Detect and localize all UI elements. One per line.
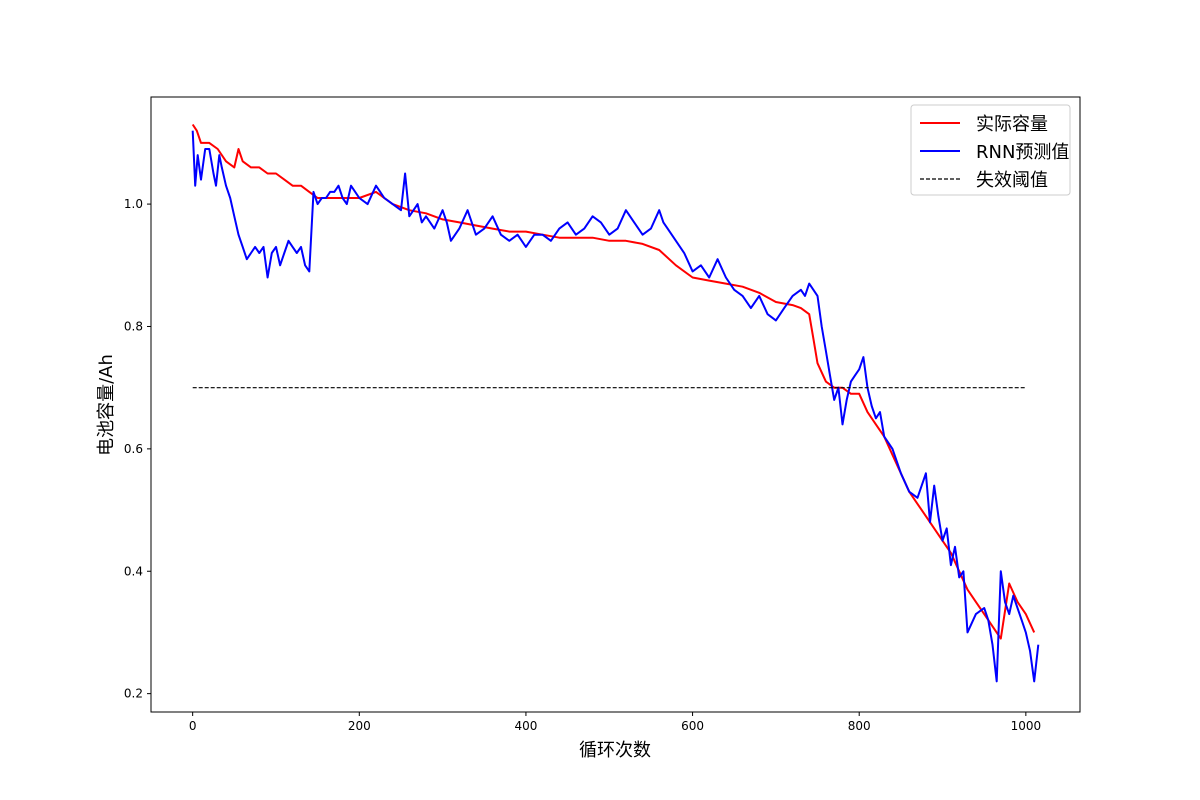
y-tick-label: 0.2 [124, 687, 143, 701]
x-tick-label: 800 [848, 719, 871, 733]
legend-label-threshold: 失效阈值 [976, 170, 1048, 191]
y-axis-title: 电池容量/Ah [96, 354, 117, 456]
x-tick-label: 0 [189, 719, 197, 733]
series-line-rnn-prediction [191, 130, 1040, 683]
series-line-actual-capacity [191, 123, 1036, 640]
x-axis-title: 循环次数 [579, 740, 651, 761]
x-tick-label: 1000 [1011, 719, 1042, 733]
y-axis: 0.2 0.4 0.6 0.8 1.0 [124, 197, 151, 701]
legend-frame [910, 104, 1071, 196]
series-layer [191, 123, 1040, 683]
y-tick-label: 0.8 [124, 319, 143, 333]
x-tick-label: 600 [681, 719, 704, 733]
x-tick-label: 200 [348, 719, 371, 733]
y-tick-label: 1.0 [124, 197, 143, 211]
y-tick-label: 0.4 [124, 564, 143, 578]
y-tick-label: 0.6 [124, 442, 143, 456]
x-tick-label: 400 [514, 719, 537, 733]
legend-label-actual: 实际容量 [976, 114, 1048, 135]
plot-area [150, 96, 1081, 713]
x-axis: 0 200 400 600 800 1000 [189, 712, 1041, 733]
legend: 实际容量 RNN预测值 失效阈值 [910, 104, 1071, 196]
legend-label-rnn: RNN预测值 [976, 142, 1069, 163]
